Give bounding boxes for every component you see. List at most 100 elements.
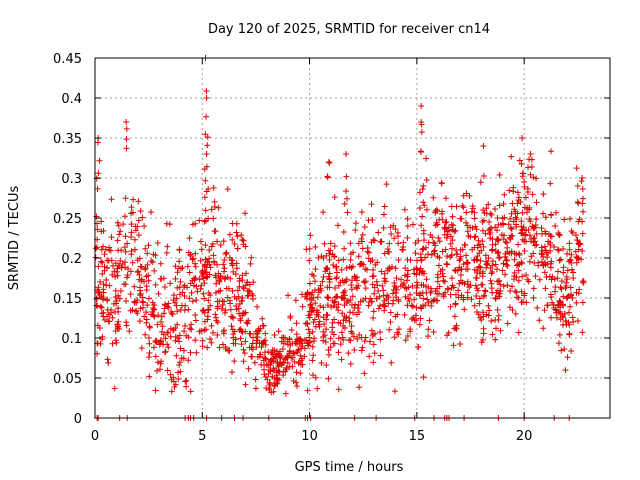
data-point bbox=[417, 148, 424, 155]
data-point bbox=[434, 290, 441, 297]
data-point bbox=[220, 261, 227, 268]
data-point bbox=[239, 272, 246, 279]
data-point bbox=[233, 229, 240, 236]
data-point bbox=[128, 204, 135, 211]
data-point bbox=[520, 170, 527, 177]
data-point bbox=[502, 253, 509, 260]
data-point bbox=[552, 288, 559, 295]
data-point bbox=[175, 335, 182, 342]
data-point bbox=[262, 337, 269, 344]
data-point bbox=[108, 196, 115, 203]
data-point bbox=[152, 252, 159, 259]
data-point bbox=[442, 219, 449, 226]
data-point bbox=[448, 275, 455, 282]
data-point bbox=[105, 318, 112, 325]
data-point bbox=[94, 340, 101, 347]
data-point bbox=[345, 350, 352, 357]
data-point bbox=[162, 335, 169, 342]
data-point bbox=[488, 224, 495, 231]
data-point bbox=[485, 201, 492, 208]
data-point bbox=[554, 275, 561, 282]
data-point bbox=[108, 306, 115, 313]
data-point bbox=[548, 258, 555, 265]
data-point bbox=[286, 347, 293, 354]
data-point bbox=[120, 221, 127, 228]
data-point bbox=[496, 293, 503, 300]
data-point bbox=[463, 252, 470, 259]
data-point bbox=[481, 292, 488, 299]
data-point bbox=[157, 260, 164, 267]
data-point bbox=[167, 371, 174, 378]
data-point bbox=[194, 288, 201, 295]
data-point bbox=[310, 338, 317, 345]
data-point bbox=[528, 235, 535, 242]
data-point bbox=[519, 236, 526, 243]
data-point bbox=[464, 289, 471, 296]
data-point bbox=[304, 387, 311, 394]
data-point bbox=[375, 287, 382, 294]
data-point bbox=[480, 172, 487, 179]
data-point bbox=[233, 260, 240, 267]
data-point bbox=[393, 294, 400, 301]
data-point bbox=[122, 233, 129, 240]
data-point bbox=[473, 274, 480, 281]
data-point bbox=[219, 341, 226, 348]
data-point bbox=[329, 319, 336, 326]
data-point bbox=[124, 240, 131, 247]
data-point bbox=[574, 318, 581, 325]
data-point bbox=[448, 285, 455, 292]
data-point bbox=[335, 307, 342, 314]
data-point bbox=[131, 246, 138, 253]
data-point bbox=[548, 314, 555, 321]
data-point bbox=[230, 315, 237, 322]
data-point bbox=[312, 266, 319, 273]
data-point bbox=[573, 253, 580, 260]
data-point bbox=[439, 248, 446, 255]
data-point bbox=[320, 254, 327, 261]
data-point bbox=[488, 211, 495, 218]
data-point bbox=[231, 240, 238, 247]
data-point bbox=[550, 305, 557, 312]
data-point bbox=[471, 302, 478, 309]
data-point bbox=[461, 306, 468, 313]
data-point bbox=[192, 263, 199, 270]
data-point bbox=[475, 287, 482, 294]
data-point bbox=[387, 319, 394, 326]
data-point bbox=[580, 208, 587, 215]
data-point bbox=[289, 354, 296, 361]
data-point bbox=[101, 251, 108, 258]
data-point bbox=[480, 217, 487, 224]
data-point bbox=[352, 301, 359, 308]
data-point bbox=[531, 234, 538, 241]
data-point bbox=[229, 369, 236, 376]
data-point bbox=[140, 299, 147, 306]
data-point bbox=[327, 335, 334, 342]
data-point bbox=[530, 285, 537, 292]
data-point bbox=[250, 296, 257, 303]
data-point bbox=[143, 287, 150, 294]
data-point bbox=[456, 257, 463, 264]
data-point bbox=[423, 206, 430, 213]
data-point bbox=[548, 276, 555, 283]
data-point bbox=[331, 194, 338, 201]
data-point bbox=[380, 287, 387, 294]
data-point bbox=[564, 250, 571, 257]
data-point bbox=[408, 316, 415, 323]
data-point bbox=[309, 343, 316, 350]
data-point bbox=[335, 335, 342, 342]
data-point bbox=[201, 295, 208, 302]
data-point bbox=[405, 295, 412, 302]
data-point bbox=[123, 298, 130, 305]
data-point bbox=[150, 312, 157, 319]
data-point bbox=[216, 344, 223, 351]
data-point bbox=[391, 279, 398, 286]
data-point bbox=[203, 151, 210, 157]
data-point bbox=[164, 243, 171, 250]
data-point bbox=[177, 368, 184, 375]
data-point bbox=[420, 270, 427, 277]
data-point bbox=[383, 296, 390, 303]
data-point bbox=[114, 237, 121, 244]
data-point bbox=[515, 277, 522, 284]
data-point bbox=[176, 338, 183, 345]
data-point bbox=[370, 266, 377, 273]
